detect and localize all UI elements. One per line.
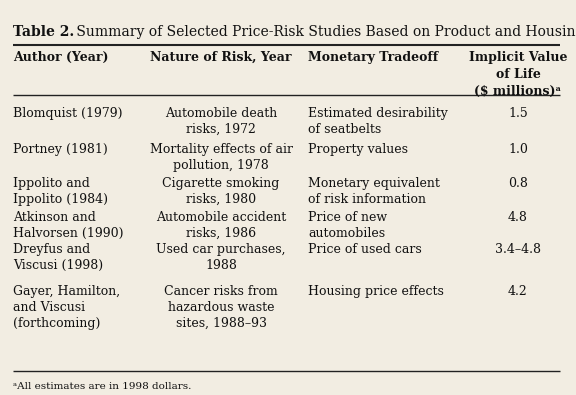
Text: 3.4–4.8: 3.4–4.8 xyxy=(495,243,541,256)
Text: Summary of Selected Price-Risk Studies Based on Product and Housing Market Data: Summary of Selected Price-Risk Studies B… xyxy=(73,25,576,39)
Text: Author (Year): Author (Year) xyxy=(13,51,108,64)
Text: Dreyfus and
Viscusi (1998): Dreyfus and Viscusi (1998) xyxy=(13,243,103,272)
Text: Housing price effects: Housing price effects xyxy=(308,285,444,298)
Text: 1.5: 1.5 xyxy=(508,107,528,120)
Text: ᵃAll estimates are in 1998 dollars.: ᵃAll estimates are in 1998 dollars. xyxy=(13,382,191,391)
Text: Implicit Value
of Life
($ millions)ᵃ: Implicit Value of Life ($ millions)ᵃ xyxy=(469,51,567,98)
Text: Monetary equivalent
of risk information: Monetary equivalent of risk information xyxy=(308,177,440,206)
Text: Property values: Property values xyxy=(308,143,408,156)
Text: Price of used cars: Price of used cars xyxy=(308,243,422,256)
Text: Estimated desirability
of seatbelts: Estimated desirability of seatbelts xyxy=(308,107,448,136)
Text: Automobile death
risks, 1972: Automobile death risks, 1972 xyxy=(165,107,277,136)
Text: Portney (1981): Portney (1981) xyxy=(13,143,108,156)
Text: Mortality effects of air
pollution, 1978: Mortality effects of air pollution, 1978 xyxy=(150,143,293,172)
Text: Table 2.: Table 2. xyxy=(13,25,74,39)
Text: Blomquist (1979): Blomquist (1979) xyxy=(13,107,123,120)
Text: Price of new
automobiles: Price of new automobiles xyxy=(308,211,387,240)
Text: Monetary Tradeoff: Monetary Tradeoff xyxy=(308,51,438,64)
Text: Atkinson and
Halvorsen (1990): Atkinson and Halvorsen (1990) xyxy=(13,211,123,240)
Text: 4.2: 4.2 xyxy=(508,285,528,298)
Text: 1.0: 1.0 xyxy=(508,143,528,156)
Text: Cigarette smoking
risks, 1980: Cigarette smoking risks, 1980 xyxy=(162,177,280,206)
Text: 0.8: 0.8 xyxy=(508,177,528,190)
Text: 4.8: 4.8 xyxy=(508,211,528,224)
Text: Automobile accident
risks, 1986: Automobile accident risks, 1986 xyxy=(156,211,286,240)
Text: Cancer risks from
hazardous waste
sites, 1988–93: Cancer risks from hazardous waste sites,… xyxy=(164,285,278,330)
Text: Gayer, Hamilton,
and Viscusi
(forthcoming): Gayer, Hamilton, and Viscusi (forthcomin… xyxy=(13,285,120,330)
Text: Nature of Risk, Year: Nature of Risk, Year xyxy=(150,51,292,64)
Text: Ippolito and
Ippolito (1984): Ippolito and Ippolito (1984) xyxy=(13,177,108,206)
Text: Used car purchases,
1988: Used car purchases, 1988 xyxy=(156,243,286,272)
